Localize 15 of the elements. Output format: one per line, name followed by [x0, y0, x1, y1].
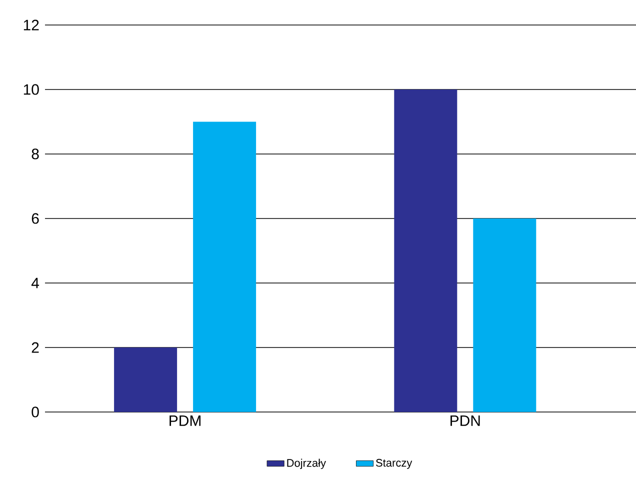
- x-tick-label: PDN: [450, 416, 480, 426]
- bar: [114, 348, 178, 412]
- y-tick-label: 8: [32, 148, 39, 160]
- bar: [394, 89, 458, 412]
- y-tick-label: 4: [31, 278, 40, 288]
- bar: [193, 122, 256, 412]
- legend-label: Starczy: [376, 458, 412, 469]
- y-tick-label: 2: [32, 342, 39, 353]
- y-tick-label: 10: [24, 84, 39, 95]
- y-tick-label: 6: [32, 213, 39, 224]
- bar: [473, 218, 536, 412]
- x-tick-label: PDM: [170, 416, 200, 426]
- y-tick-label: 0: [32, 406, 39, 418]
- y-tick-label: 12: [24, 20, 39, 30]
- legend-label: Dojrzały: [287, 458, 326, 470]
